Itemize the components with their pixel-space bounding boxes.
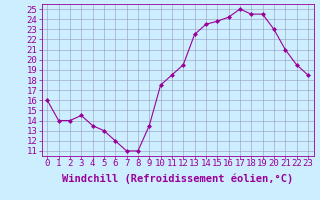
X-axis label: Windchill (Refroidissement éolien,°C): Windchill (Refroidissement éolien,°C) xyxy=(62,173,293,184)
